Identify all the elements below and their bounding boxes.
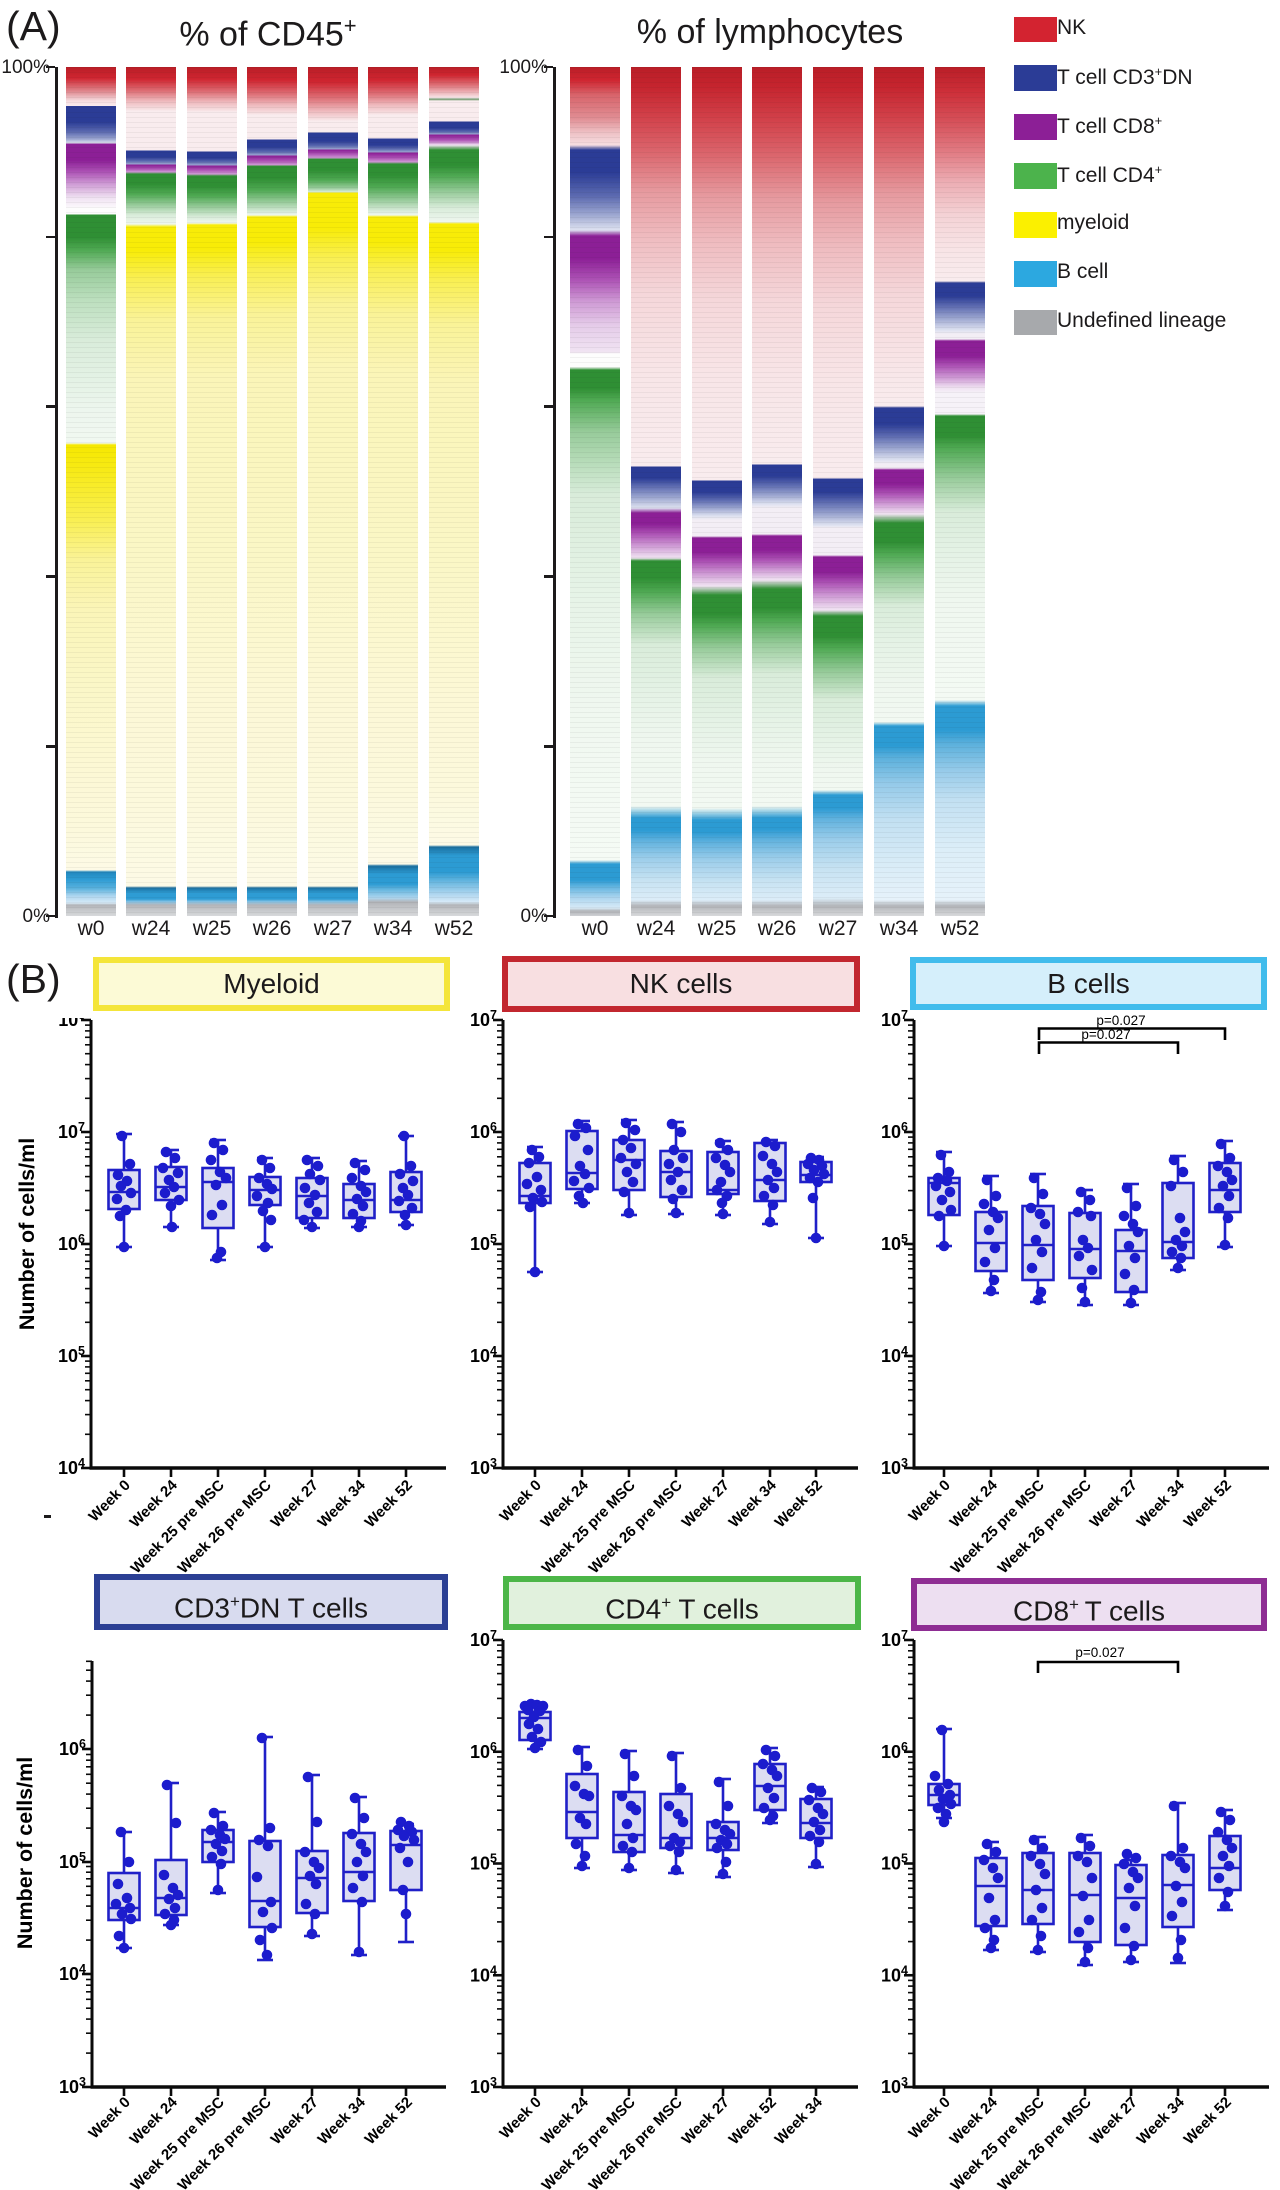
svg-text:Week 34: Week 34: [772, 2093, 827, 2148]
svg-text:105: 105: [881, 1232, 908, 1254]
svg-text:103: 103: [881, 2075, 908, 2097]
svg-text:105: 105: [470, 1232, 497, 1254]
svg-text:104: 104: [470, 1963, 497, 1985]
svg-text:Week 52: Week 52: [1181, 1477, 1235, 1531]
svg-text:106: 106: [59, 1737, 86, 1759]
svg-text:Week 27: Week 27: [268, 1477, 322, 1531]
svg-text:p=0.027: p=0.027: [1081, 1027, 1130, 1042]
svg-text:107: 107: [470, 1628, 497, 1650]
svg-text:Week 34: Week 34: [1134, 2093, 1189, 2148]
svg-text:Week 34: Week 34: [315, 1476, 370, 1531]
svg-text:105: 105: [58, 1344, 85, 1366]
svg-text:Week 27: Week 27: [1087, 1477, 1141, 1531]
svg-text:107: 107: [881, 1628, 908, 1650]
svg-text:104: 104: [59, 1962, 86, 1984]
svg-text:107: 107: [470, 1008, 497, 1030]
svg-text:p=0.027: p=0.027: [1096, 1013, 1145, 1028]
svg-text:105: 105: [881, 1852, 908, 1874]
svg-text:Number of cells/ml: Number of cells/ml: [13, 1757, 37, 1949]
svg-text:Week 52: Week 52: [362, 2094, 416, 2148]
svg-text:107: 107: [58, 1120, 85, 1142]
svg-text:Week 27: Week 27: [679, 1477, 733, 1531]
svg-text:Week 52: Week 52: [362, 1477, 416, 1531]
svg-text:104: 104: [881, 1963, 908, 1985]
svg-text:Week 27: Week 27: [268, 2094, 322, 2148]
svg-text:103: 103: [881, 1456, 908, 1478]
svg-text:Week 52: Week 52: [726, 2094, 780, 2148]
svg-text:Week 52: Week 52: [772, 1477, 826, 1531]
svg-text:106: 106: [58, 1232, 85, 1254]
svg-text:106: 106: [470, 1740, 497, 1762]
svg-text:106: 106: [470, 1120, 497, 1142]
svg-text:103: 103: [470, 2075, 497, 2097]
svg-text:Week 27: Week 27: [679, 2094, 733, 2148]
svg-text:Week 52: Week 52: [1181, 2094, 1235, 2148]
svg-text:104: 104: [470, 1344, 497, 1366]
svg-text:106: 106: [881, 1740, 908, 1762]
svg-text:104: 104: [58, 1456, 85, 1478]
svg-text:105: 105: [59, 1850, 86, 1872]
svg-text:Week 34: Week 34: [1134, 1476, 1189, 1531]
svg-text:104: 104: [881, 1344, 908, 1366]
svg-text:103: 103: [470, 1456, 497, 1478]
svg-text:106: 106: [881, 1120, 908, 1142]
svg-text:105: 105: [470, 1852, 497, 1874]
svg-text:107: 107: [881, 1008, 908, 1030]
svg-text:Week 34: Week 34: [315, 2093, 370, 2148]
svg-text:Week 27: Week 27: [1087, 2094, 1141, 2148]
svg-text:103: 103: [59, 2075, 86, 2097]
svg-text:p=0.027: p=0.027: [1075, 1645, 1124, 1660]
svg-text:Number of cells/ml: Number of cells/ml: [15, 1138, 39, 1330]
svg-text:Week 34: Week 34: [726, 1476, 781, 1531]
